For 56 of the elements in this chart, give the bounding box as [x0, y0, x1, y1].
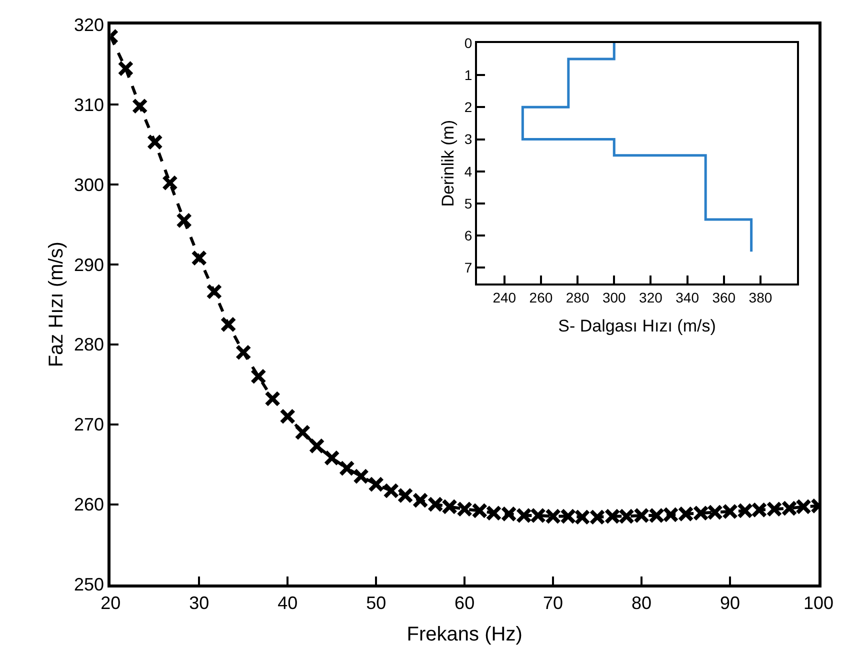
y-tick-label: 270 [74, 414, 104, 435]
point [162, 174, 178, 191]
y-tick-label: 280 [74, 334, 104, 355]
point [146, 134, 163, 150]
y-axis-title: Derinlik (m) [438, 120, 458, 207]
point [368, 476, 384, 492]
point [250, 368, 266, 384]
y-tick-label: 310 [74, 94, 104, 115]
x-tick-label: 70 [543, 592, 564, 613]
x-tick-label: 30 [189, 592, 210, 613]
y-tick-label: 320 [74, 14, 104, 35]
point [280, 408, 296, 424]
y-tick-label: 0 [464, 34, 472, 51]
x-tick-label: 50 [366, 592, 386, 613]
y-tick-label: 3 [464, 131, 472, 148]
x-axis-title: S- Dalgası Hızı (m/s) [558, 316, 716, 336]
x-tick-label: 360 [712, 289, 736, 306]
point [324, 450, 340, 466]
y-tick-label: 300 [74, 174, 104, 195]
x-axis-title: Frekans (Hz) [406, 623, 522, 646]
point [235, 344, 252, 360]
point [118, 60, 134, 77]
point [264, 390, 281, 407]
point [338, 460, 355, 476]
point [308, 438, 325, 454]
point [191, 250, 208, 266]
x-tick-label: 100 [803, 592, 834, 613]
x-tick-label: 80 [632, 592, 652, 613]
line-series [521, 42, 753, 253]
x-tick-label: 300 [602, 289, 626, 306]
x-tick-label: 240 [492, 289, 516, 306]
point [176, 212, 192, 228]
x-tick-label: 320 [639, 289, 663, 306]
y-tick-label: 250 [74, 574, 104, 595]
y-axis-title: Faz Hızı (m/s) [46, 242, 68, 368]
y-tick-label: 260 [74, 494, 104, 515]
point [294, 424, 311, 440]
y-tick-label: 1 [464, 66, 472, 83]
y-tick-label: 4 [464, 163, 472, 180]
x-tick-label: 260 [529, 289, 553, 306]
point [206, 284, 222, 300]
x-tick-label: 340 [676, 289, 700, 306]
x-tick-label: 20 [100, 592, 121, 613]
x-tick-label: 90 [720, 592, 740, 613]
x-tick-label: 40 [278, 592, 298, 613]
y-tick-label: 7 [464, 260, 472, 276]
y-tick-label: 6 [464, 227, 472, 244]
x-tick-label: 380 [748, 289, 772, 306]
y-tick-label: 5 [464, 195, 472, 212]
x-tick-label: 280 [566, 289, 590, 306]
point [353, 468, 370, 484]
y-tick-label: 290 [74, 254, 104, 275]
y-tick-label: 2 [464, 99, 472, 116]
point [132, 98, 148, 114]
x-tick-label: 60 [454, 592, 475, 613]
point [220, 316, 236, 332]
